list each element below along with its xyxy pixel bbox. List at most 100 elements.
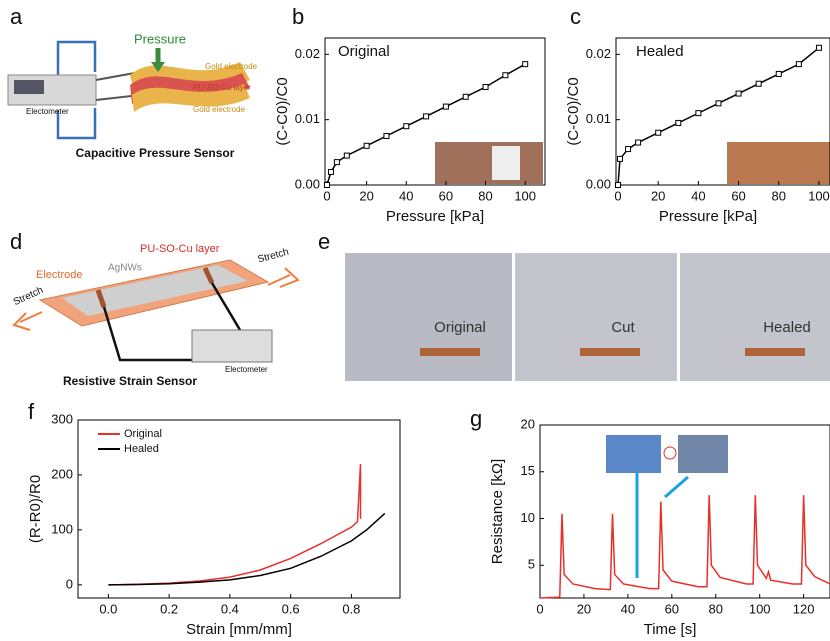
annotation: Healed bbox=[636, 43, 684, 60]
data-point bbox=[383, 133, 390, 139]
data-point bbox=[423, 113, 430, 120]
data-point bbox=[617, 155, 624, 162]
y-tick-label: 100 bbox=[51, 521, 73, 536]
legend-label: Healed bbox=[124, 443, 159, 455]
y-tick-label: 20 bbox=[521, 416, 535, 431]
arrow-head bbox=[151, 62, 165, 72]
data-line bbox=[108, 512, 386, 586]
y-tick-label: 0.02 bbox=[586, 46, 611, 61]
x-tick-label: 40 bbox=[399, 188, 413, 203]
x-tick-label: 0.8 bbox=[342, 601, 360, 616]
wire bbox=[56, 40, 97, 140]
meter-screen bbox=[14, 80, 44, 94]
photo-inset bbox=[606, 435, 661, 473]
data-point bbox=[695, 110, 702, 117]
photo-label: Original bbox=[434, 319, 486, 336]
pointer bbox=[635, 473, 689, 578]
data-point bbox=[715, 100, 722, 107]
data-point bbox=[502, 72, 509, 79]
x-tick-label: 20 bbox=[651, 188, 665, 203]
label: Gold electrode bbox=[193, 105, 246, 114]
y-tick-label: 5 bbox=[528, 557, 535, 572]
sensor bbox=[420, 348, 480, 356]
x-tick-label: 80 bbox=[772, 188, 786, 203]
x-tick-label: 80 bbox=[478, 188, 492, 203]
label: Electrode bbox=[36, 269, 82, 281]
data-point bbox=[775, 70, 782, 77]
x-tick-label: 0 bbox=[614, 188, 621, 203]
plot-frame bbox=[539, 424, 830, 599]
data-point bbox=[635, 139, 642, 146]
y-tick-label: 0.02 bbox=[295, 46, 320, 61]
data-point bbox=[327, 168, 334, 175]
y-tick-label: 10 bbox=[521, 510, 535, 525]
photo-inset bbox=[678, 435, 728, 473]
electrode bbox=[95, 289, 107, 308]
data-point bbox=[482, 84, 489, 90]
photo bbox=[345, 253, 512, 381]
y-tick-label: 0.01 bbox=[586, 111, 611, 126]
gold-electrode bbox=[132, 84, 250, 112]
arrow bbox=[12, 311, 43, 331]
x-tick-label: 0 bbox=[536, 601, 543, 616]
y-tick-label: 300 bbox=[51, 411, 73, 426]
y-axis-title: (R-R0)/R0 bbox=[27, 475, 44, 543]
label: Stretch bbox=[12, 285, 45, 308]
data-point bbox=[323, 182, 330, 188]
data-point bbox=[363, 142, 370, 149]
legend-label: Original bbox=[124, 428, 162, 440]
label: Pressure bbox=[134, 31, 186, 46]
x-tick-label: 0.2 bbox=[160, 601, 178, 616]
diagram-a: Pressure Gold electrode PU-SO-Cu layer G… bbox=[7, 31, 258, 160]
data-point bbox=[625, 146, 632, 153]
annotation: Original bbox=[338, 43, 390, 60]
data-point bbox=[522, 61, 529, 68]
label: Stretch bbox=[257, 247, 290, 266]
x-tick-label: 0.4 bbox=[221, 601, 239, 616]
electrode bbox=[202, 266, 215, 285]
x-tick-label: 0.6 bbox=[282, 601, 300, 616]
data-point bbox=[735, 90, 742, 97]
photo-detail bbox=[492, 146, 520, 180]
y-tick-label: 0.00 bbox=[586, 176, 611, 191]
plot-frame bbox=[324, 37, 546, 186]
plot-frame bbox=[615, 37, 830, 186]
panel-label: c bbox=[570, 4, 581, 29]
y-tick-label: 200 bbox=[51, 466, 73, 481]
data-line bbox=[539, 495, 830, 599]
x-tick-label: 100 bbox=[514, 188, 536, 203]
x-tick-label: 40 bbox=[621, 601, 635, 616]
x-tick-label: 0 bbox=[323, 188, 330, 203]
x-axis-title: Pressure [kPa] bbox=[386, 208, 484, 225]
x-tick-label: 60 bbox=[439, 188, 453, 203]
label: PU-SO-Cu layer bbox=[193, 83, 251, 92]
x-tick-label: 0.0 bbox=[99, 601, 117, 616]
x-tick-label: 40 bbox=[691, 188, 705, 203]
panel-label: g bbox=[470, 406, 482, 431]
label: Gold electrode bbox=[205, 62, 258, 71]
arrow bbox=[267, 267, 300, 288]
photo bbox=[515, 253, 677, 381]
data-point bbox=[442, 103, 449, 110]
plot-frame bbox=[77, 419, 401, 599]
photo-inset bbox=[435, 142, 543, 184]
agnws bbox=[62, 265, 248, 316]
diagram-d: Stretch Stretch PU-SO-Cu layer Electrode… bbox=[12, 243, 300, 388]
x-tick-label: 60 bbox=[731, 188, 745, 203]
y-tick-label: 0.00 bbox=[295, 176, 320, 191]
panel-label: e bbox=[318, 229, 330, 254]
data-line bbox=[108, 463, 362, 586]
sensor bbox=[580, 348, 640, 356]
x-tick-label: 100 bbox=[808, 188, 830, 203]
y-axis-title: (C-C0)/C0 bbox=[274, 77, 291, 145]
photo-label: Healed bbox=[763, 319, 811, 336]
data-point bbox=[755, 80, 762, 87]
caption: Capacitive Pressure Sensor bbox=[76, 146, 235, 160]
label: Electometer bbox=[26, 107, 69, 116]
x-tick-label: 20 bbox=[577, 601, 591, 616]
photo-inset bbox=[727, 142, 830, 184]
y-tick-label: 0.01 bbox=[295, 111, 320, 126]
